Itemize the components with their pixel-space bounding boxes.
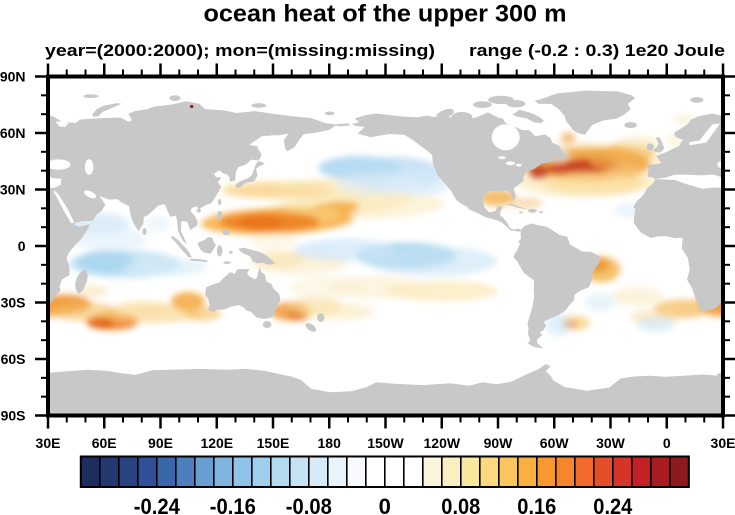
svg-text:90N: 90N: [0, 69, 26, 85]
svg-text:0.24: 0.24: [593, 494, 633, 515]
svg-text:30E: 30E: [711, 435, 735, 451]
svg-text:30W: 30W: [596, 435, 626, 451]
svg-text:ocean heat of the upper 300 m: ocean heat of the upper 300 m: [204, 1, 567, 28]
svg-text:60S: 60S: [1, 351, 26, 367]
svg-text:180: 180: [318, 435, 342, 451]
svg-text:year=(2000:2000); mon=(missing: year=(2000:2000); mon=(missing:missing): [45, 41, 435, 60]
svg-text:0.16: 0.16: [517, 494, 556, 515]
svg-text:0: 0: [18, 238, 26, 254]
svg-text:30N: 30N: [0, 182, 26, 198]
svg-text:30S: 30S: [1, 295, 26, 311]
svg-text:0: 0: [663, 435, 671, 451]
svg-text:0: 0: [379, 494, 391, 515]
svg-text:120E: 120E: [200, 435, 233, 451]
svg-text:150W: 150W: [367, 435, 404, 451]
svg-text:60W: 60W: [540, 435, 570, 451]
svg-text:-0.08: -0.08: [286, 494, 332, 515]
svg-text:120W: 120W: [424, 435, 461, 451]
svg-text:range (-0.2 : 0.3) 1e20 Joule: range (-0.2 : 0.3) 1e20 Joule: [469, 41, 725, 60]
svg-text:150E: 150E: [257, 435, 290, 451]
svg-text:0.08: 0.08: [441, 494, 480, 515]
svg-text:-0.16: -0.16: [210, 494, 256, 515]
svg-text:90S: 90S: [1, 408, 26, 424]
svg-text:60N: 60N: [0, 125, 26, 141]
svg-text:-0.24: -0.24: [134, 494, 181, 515]
svg-text:90E: 90E: [148, 435, 173, 451]
svg-text:30E: 30E: [36, 435, 61, 451]
svg-text:60E: 60E: [92, 435, 117, 451]
svg-text:90W: 90W: [484, 435, 514, 451]
